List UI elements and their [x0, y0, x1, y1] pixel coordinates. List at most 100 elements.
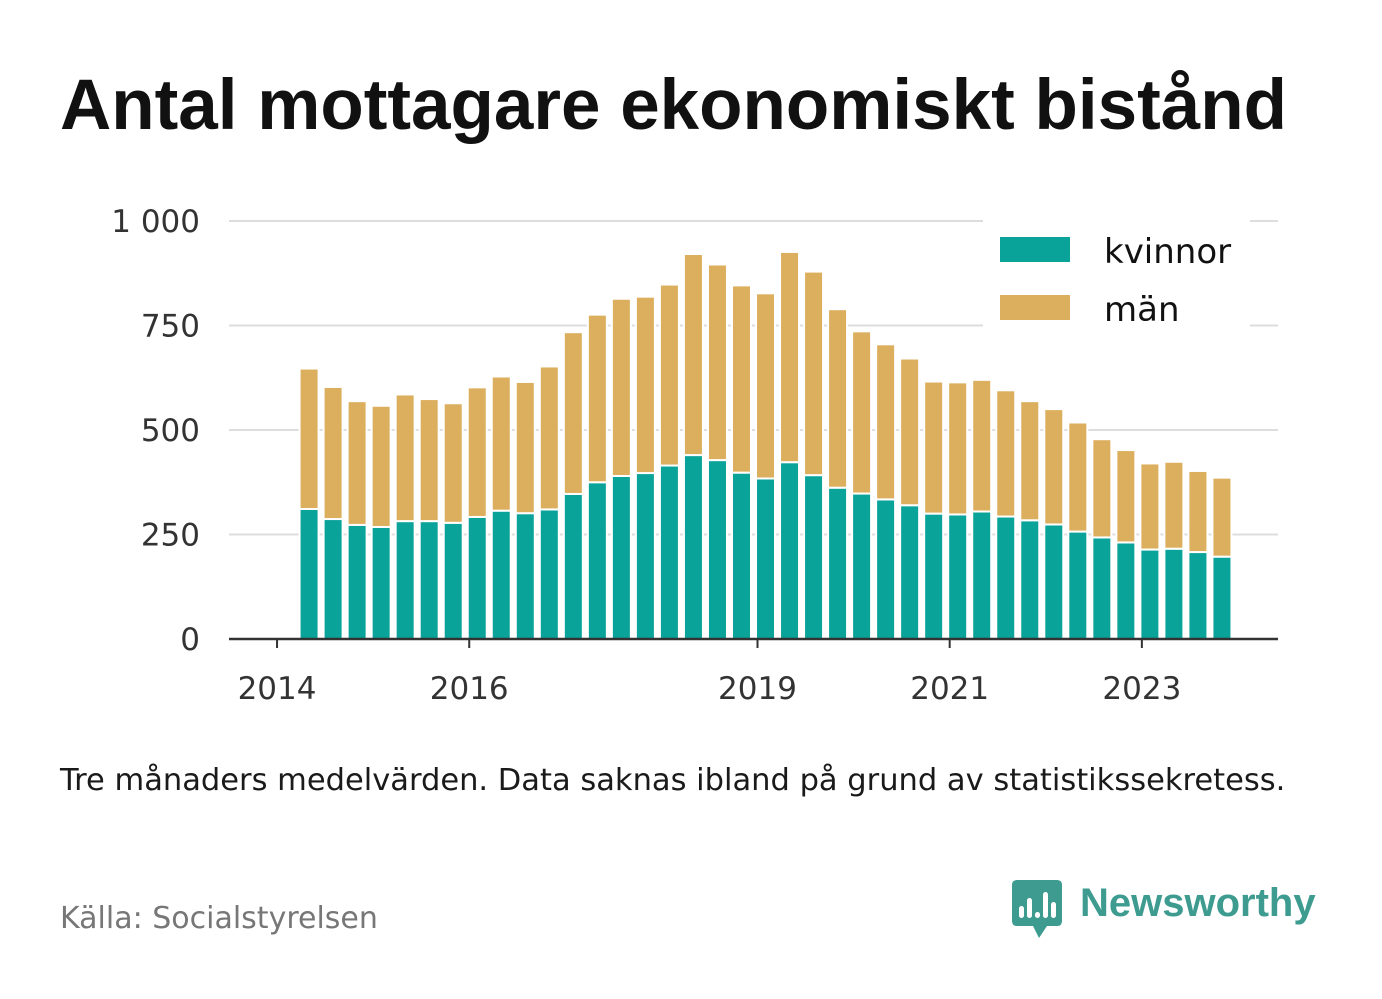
- bar-kvinnor: [1187, 551, 1209, 640]
- chart-note: Tre månaders medelvärden. Data saknas ib…: [60, 763, 1286, 798]
- bar-man: [346, 400, 368, 526]
- bar-man: [875, 343, 897, 501]
- stacked-bar-chart: 0 250 500 750 1 000 2014 2016 2019 2021 2023 kvi…: [111, 204, 1278, 707]
- bar-kvinnor: [682, 454, 704, 640]
- logo-bar: [1019, 906, 1024, 918]
- bar-kvinnor: [658, 464, 680, 640]
- bar-kvinnor: [779, 461, 801, 640]
- x-tick-label: 2019: [718, 671, 797, 707]
- logo-bar: [1051, 902, 1056, 918]
- bar-man: [418, 398, 440, 523]
- legend-label-man: män: [1104, 290, 1180, 330]
- brand-name: Newsworthy: [1080, 881, 1316, 925]
- bar-man: [538, 365, 560, 511]
- bar-man: [298, 367, 320, 511]
- bar-kvinnor: [1067, 530, 1089, 641]
- bar-man: [1091, 438, 1113, 539]
- x-tick-label: 2023: [1102, 671, 1181, 707]
- bar-kvinnor: [803, 474, 825, 641]
- bar-kvinnor: [586, 481, 608, 640]
- bar-man: [1139, 462, 1161, 551]
- bar-man: [394, 393, 416, 523]
- bar-man: [923, 380, 945, 515]
- bar-kvinnor: [370, 525, 392, 641]
- bar-kvinnor: [971, 510, 993, 641]
- bar-man: [947, 381, 969, 516]
- x-tick-label: 2014: [238, 671, 317, 707]
- bar-kvinnor: [923, 512, 945, 641]
- bar-man: [610, 297, 632, 477]
- bar-man: [658, 283, 680, 467]
- bar-kvinnor: [1139, 548, 1161, 641]
- bar-man: [1163, 460, 1185, 550]
- bar-kvinnor: [298, 508, 320, 641]
- bar-kvinnor: [418, 520, 440, 640]
- bar-kvinnor: [827, 486, 849, 640]
- y-tick-label: 0: [180, 622, 200, 658]
- bar-kvinnor: [875, 498, 897, 640]
- bar-kvinnor: [490, 509, 512, 641]
- chart-title: Antal mottagare ekonomiskt bistånd: [60, 66, 1287, 145]
- bar-man: [466, 386, 488, 518]
- bar-man: [1019, 400, 1041, 522]
- bar-kvinnor: [346, 523, 368, 640]
- bar-man: [586, 313, 608, 484]
- legend-swatch-man: [1000, 295, 1070, 320]
- y-tick-label: 750: [141, 309, 200, 345]
- x-axis: 2014 2016 2019 2021 2023: [229, 637, 1278, 707]
- bar-man: [1211, 476, 1233, 558]
- bar-man: [755, 292, 777, 480]
- bar-man: [803, 270, 825, 477]
- brand-logo: Newsworthy: [1012, 880, 1322, 940]
- logo-bubble: [1012, 880, 1062, 938]
- bar-kvinnor: [755, 477, 777, 640]
- y-tick-label: 1 000: [111, 204, 200, 240]
- y-tick-label: 500: [141, 413, 200, 449]
- bar-kvinnor: [995, 515, 1017, 640]
- logo-bar: [1035, 912, 1040, 918]
- bar-man: [1187, 469, 1209, 554]
- bar-kvinnor: [394, 520, 416, 640]
- bar-kvinnor: [1211, 555, 1233, 640]
- bar-kvinnor: [466, 515, 488, 640]
- x-tick-label: 2021: [910, 671, 989, 707]
- bar-kvinnor: [730, 471, 752, 640]
- bar-kvinnor: [634, 472, 656, 640]
- bar-man: [706, 263, 728, 462]
- bar-man: [562, 331, 584, 495]
- y-axis-labels: 0 250 500 750 1 000: [111, 204, 200, 658]
- bar-man: [370, 404, 392, 528]
- bar-man: [827, 308, 849, 489]
- bar-kvinnor: [899, 504, 921, 640]
- bar-kvinnor: [1091, 536, 1113, 640]
- chart-source: Källa: Socialstyrelsen: [60, 901, 378, 936]
- bar-kvinnor: [538, 508, 560, 641]
- bar-kvinnor: [442, 521, 464, 640]
- legend-label-kvinnor: kvinnor: [1104, 232, 1231, 272]
- bar-kvinnor: [322, 518, 344, 640]
- newsworthy-logo-icon: [1012, 880, 1062, 938]
- bar-kvinnor: [851, 492, 873, 641]
- bar-kvinnor: [706, 459, 728, 641]
- bar-man: [1067, 421, 1089, 533]
- bar-man: [634, 295, 656, 475]
- bar-kvinnor: [610, 474, 632, 641]
- bar-kvinnor: [1163, 547, 1185, 641]
- y-tick-label: 250: [141, 518, 200, 554]
- bar-kvinnor: [514, 512, 536, 641]
- bar-kvinnor: [947, 513, 969, 641]
- x-tick-label: 2016: [430, 671, 509, 707]
- bar-man: [490, 375, 512, 512]
- bar-man: [779, 250, 801, 464]
- bar-man: [514, 380, 536, 515]
- bar-man: [682, 253, 704, 457]
- bar-man: [1115, 449, 1137, 544]
- bar-kvinnor: [1115, 541, 1137, 640]
- bar-kvinnor: [562, 492, 584, 641]
- bar-man: [971, 378, 993, 513]
- bar-man: [322, 385, 344, 521]
- bar-man: [851, 330, 873, 495]
- legend: kvinnor män: [983, 215, 1250, 330]
- bar-man: [730, 284, 752, 474]
- bar-man: [995, 389, 1017, 518]
